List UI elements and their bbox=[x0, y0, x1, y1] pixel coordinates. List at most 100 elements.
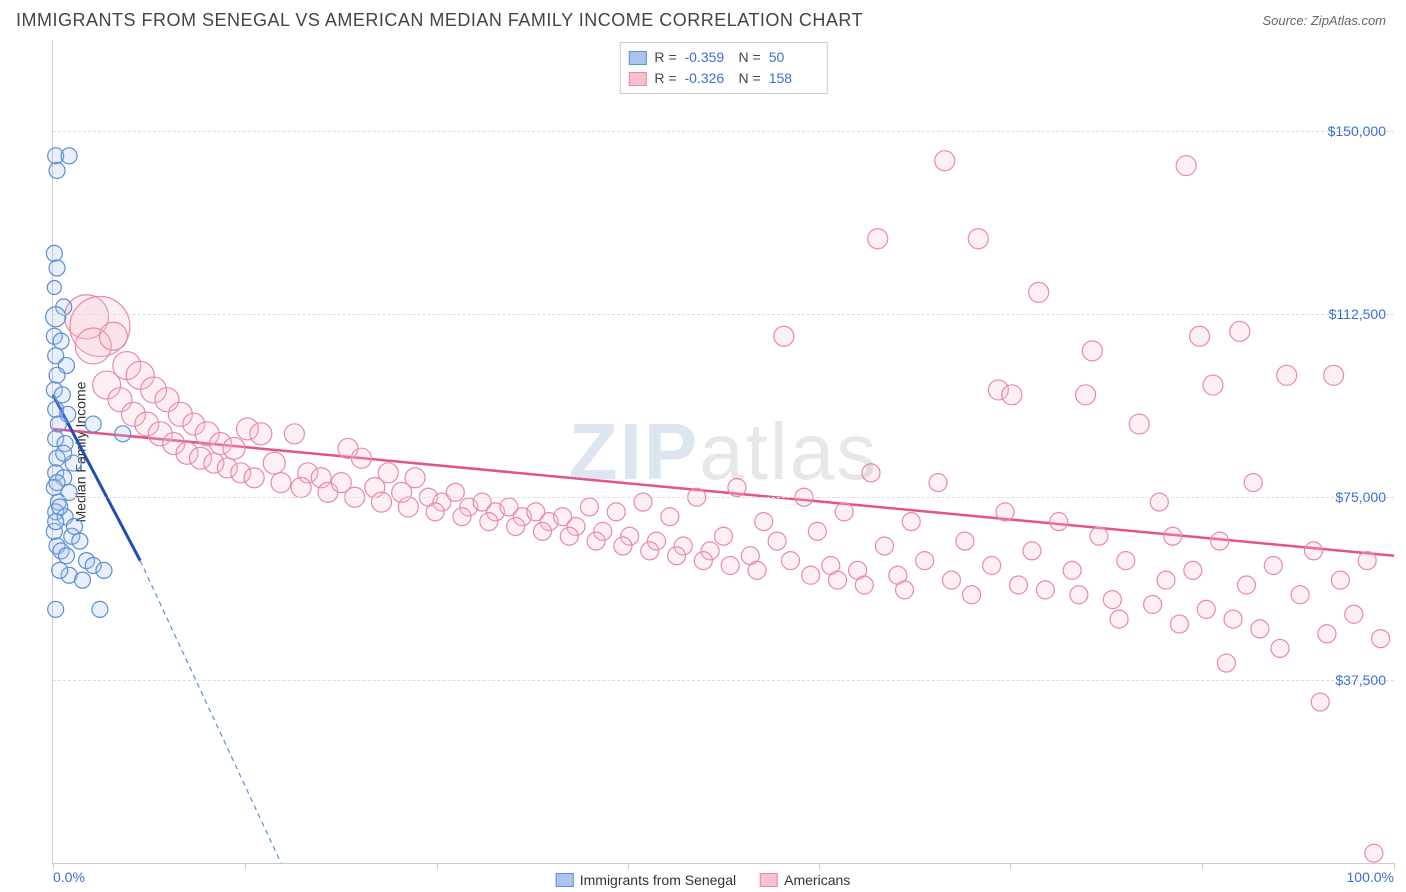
point-senegal bbox=[72, 533, 88, 549]
point-senegal bbox=[46, 245, 62, 261]
point-americans bbox=[1197, 600, 1215, 618]
point-americans bbox=[774, 326, 794, 346]
point-americans bbox=[1170, 615, 1188, 633]
point-americans bbox=[1372, 630, 1390, 648]
n-label: N = bbox=[739, 47, 761, 68]
point-americans bbox=[1002, 385, 1022, 405]
chart-area: Median Family Income ZIPatlas R = -0.359… bbox=[16, 40, 1394, 864]
point-americans bbox=[929, 474, 947, 492]
r-label: R = bbox=[654, 47, 676, 68]
point-americans bbox=[1150, 493, 1168, 511]
point-americans bbox=[1264, 557, 1282, 575]
point-americans bbox=[263, 452, 285, 474]
point-americans bbox=[963, 586, 981, 604]
plot-svg bbox=[53, 40, 1394, 863]
legend-item-senegal: Immigrants from Senegal bbox=[556, 872, 736, 888]
stats-row-americans: R = -0.326 N = 158 bbox=[628, 68, 814, 89]
point-senegal bbox=[52, 562, 68, 578]
xtick bbox=[437, 863, 438, 869]
point-americans bbox=[1203, 375, 1223, 395]
point-americans bbox=[983, 557, 1001, 575]
xtick-label: 0.0% bbox=[53, 869, 85, 885]
point-americans bbox=[916, 552, 934, 570]
point-americans bbox=[1176, 156, 1196, 176]
gridline bbox=[53, 680, 1394, 681]
point-americans bbox=[1184, 561, 1202, 579]
stats-row-senegal: R = -0.359 N = 50 bbox=[628, 47, 814, 68]
point-senegal bbox=[53, 333, 69, 349]
point-americans bbox=[1224, 610, 1242, 628]
legend-label-americans: Americans bbox=[784, 872, 850, 888]
point-senegal bbox=[75, 572, 91, 588]
swatch-senegal bbox=[556, 873, 574, 887]
point-senegal bbox=[115, 426, 131, 442]
point-americans bbox=[1082, 341, 1102, 361]
point-senegal bbox=[96, 562, 112, 578]
point-senegal bbox=[49, 260, 65, 276]
point-senegal bbox=[47, 281, 61, 295]
point-americans bbox=[1365, 844, 1383, 862]
point-americans bbox=[271, 473, 291, 493]
legend-item-americans: Americans bbox=[760, 872, 850, 888]
xtick-label: 100.0% bbox=[1347, 869, 1394, 885]
point-americans bbox=[828, 571, 846, 589]
point-americans bbox=[1117, 552, 1135, 570]
source-label: Source: ZipAtlas.com bbox=[1262, 13, 1386, 28]
xtick bbox=[819, 863, 820, 869]
point-americans bbox=[244, 468, 264, 488]
point-senegal bbox=[56, 445, 72, 461]
ytick-label: $37,500 bbox=[1335, 672, 1386, 688]
point-americans bbox=[560, 527, 578, 545]
swatch-americans bbox=[628, 72, 646, 86]
swatch-americans bbox=[760, 873, 778, 887]
point-americans bbox=[1271, 639, 1289, 657]
chart-title: IMMIGRANTS FROM SENEGAL VS AMERICAN MEDI… bbox=[16, 10, 863, 31]
xtick bbox=[628, 863, 629, 869]
n-value-americans: 158 bbox=[769, 68, 815, 89]
point-americans bbox=[1358, 552, 1376, 570]
stats-legend: R = -0.359 N = 50 R = -0.326 N = 158 bbox=[619, 42, 827, 94]
point-senegal bbox=[50, 416, 66, 432]
point-americans bbox=[1070, 586, 1088, 604]
point-americans bbox=[748, 561, 766, 579]
point-senegal bbox=[61, 148, 77, 164]
point-americans bbox=[372, 492, 392, 512]
point-americans bbox=[426, 503, 444, 521]
point-senegal bbox=[49, 162, 65, 178]
point-americans bbox=[1291, 586, 1309, 604]
point-americans bbox=[250, 423, 272, 445]
point-senegal bbox=[85, 416, 101, 432]
point-americans bbox=[1237, 576, 1255, 594]
ytick-label: $75,000 bbox=[1335, 489, 1386, 505]
regression-ext-senegal bbox=[140, 561, 281, 863]
point-senegal bbox=[52, 499, 68, 515]
point-americans bbox=[1063, 561, 1081, 579]
gridline bbox=[53, 497, 1394, 498]
point-americans bbox=[614, 537, 632, 555]
point-senegal bbox=[49, 367, 65, 383]
point-americans bbox=[1029, 282, 1049, 302]
point-americans bbox=[902, 513, 920, 531]
point-senegal bbox=[66, 518, 82, 534]
point-americans bbox=[1110, 610, 1128, 628]
point-americans bbox=[1311, 693, 1329, 711]
point-senegal bbox=[92, 601, 108, 617]
point-americans bbox=[1023, 542, 1041, 560]
point-americans bbox=[968, 229, 988, 249]
point-americans bbox=[1211, 532, 1229, 550]
point-americans bbox=[1331, 571, 1349, 589]
point-americans bbox=[808, 522, 826, 540]
point-americans bbox=[480, 513, 498, 531]
n-value-senegal: 50 bbox=[769, 47, 815, 68]
point-americans bbox=[896, 581, 914, 599]
gridline bbox=[53, 131, 1394, 132]
point-americans bbox=[1318, 625, 1336, 643]
point-americans bbox=[587, 532, 605, 550]
point-americans bbox=[661, 508, 679, 526]
point-americans bbox=[721, 557, 739, 575]
point-americans bbox=[768, 532, 786, 550]
point-americans bbox=[1050, 513, 1068, 531]
point-americans bbox=[405, 468, 425, 488]
point-americans bbox=[1251, 620, 1269, 638]
point-americans bbox=[1157, 571, 1175, 589]
